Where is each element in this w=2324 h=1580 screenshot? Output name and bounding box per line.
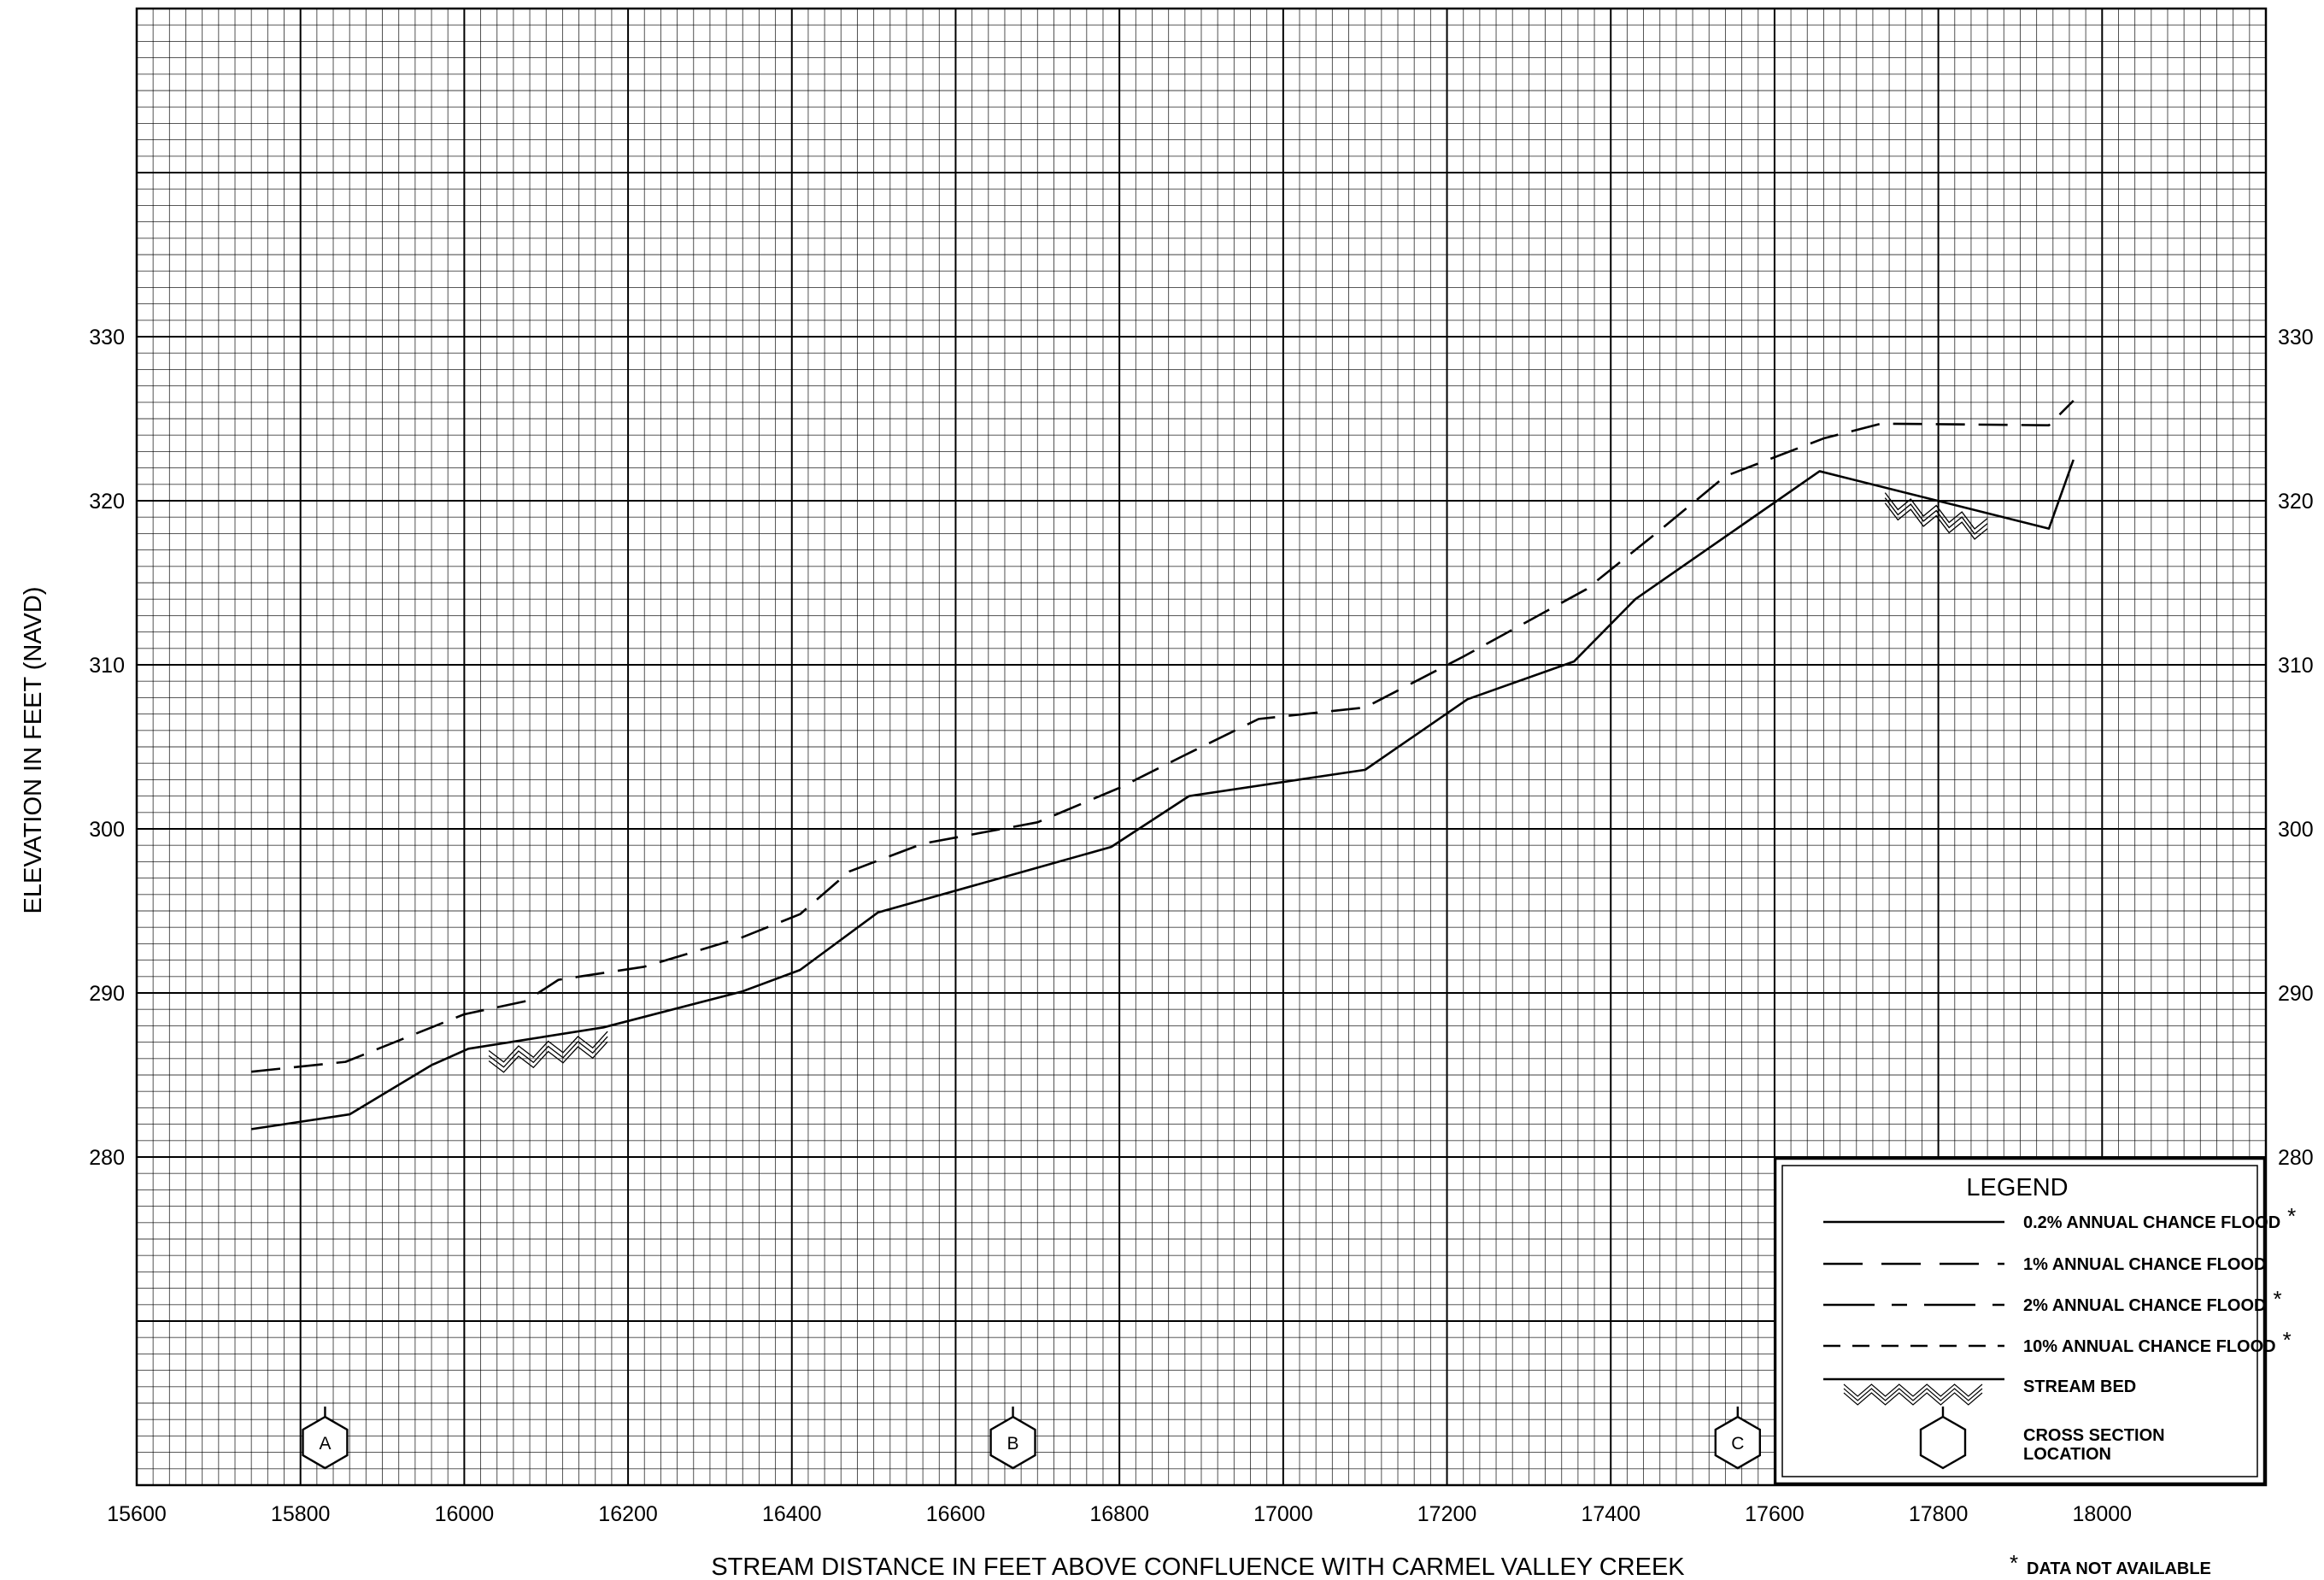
legend-hexagon-icon <box>1919 1415 1967 1470</box>
y-axis-title: ELEVATION IN FEET (NAVD) <box>20 587 47 914</box>
legend-entry-label: 2% ANNUAL CHANCE FLOOD <box>2023 1296 2266 1315</box>
y-tick-label-left: 330 <box>89 326 125 349</box>
x-tick-label: 16600 <box>926 1502 986 1526</box>
y-tick-label-right: 300 <box>2278 818 2314 842</box>
legend-box-outer <box>1774 1157 2266 1485</box>
legend-entry: STREAM BED <box>1823 1377 2136 1406</box>
stream-bed-hatch-stroke <box>488 1041 608 1073</box>
profile-lines <box>250 399 2075 1131</box>
legend-title: LEGEND <box>1966 1174 2068 1201</box>
stream-bed-line <box>250 459 2075 1131</box>
data-note: * DATA NOT AVAILABLE <box>2010 1550 2211 1578</box>
legend-box-inner <box>1781 1165 2258 1477</box>
legend-entry-star: * <box>2287 1203 2296 1229</box>
x-tick-label: 15800 <box>271 1502 331 1526</box>
legend-swatch-hatch <box>1843 1392 1983 1406</box>
cross-section-hexagon-icon <box>989 1415 1036 1470</box>
x-tick-label: 16800 <box>1089 1502 1149 1526</box>
legend-entry-label: 0.2% ANNUAL CHANCE FLOOD <box>2023 1213 2280 1232</box>
x-tick-label: 18000 <box>2073 1502 2133 1526</box>
stream-bed-hatch-stroke <box>488 1036 608 1068</box>
y-tick-label-left: 310 <box>89 654 125 678</box>
cross-section-label: B <box>1007 1434 1019 1454</box>
legend-entry: 0.2% ANNUAL CHANCE FLOOD * <box>1823 1203 2296 1232</box>
legend-entry: 2% ANNUAL CHANCE FLOOD * <box>1823 1286 2282 1315</box>
axis-labels: 15600 15800 16000 16200 16400 16600 16800 17000… <box>89 326 2313 1526</box>
legend-swatch-hatch <box>1843 1388 1983 1401</box>
cross-section-markers: A B C <box>302 1407 1761 1470</box>
legend-entry-star: * <box>2273 1286 2281 1312</box>
x-tick-label: 15600 <box>107 1502 167 1526</box>
cross-section-hexagon-icon <box>302 1415 349 1470</box>
cross-section-marker: B <box>989 1407 1036 1470</box>
note-star: * <box>2010 1550 2018 1576</box>
x-tick-label: 17000 <box>1253 1502 1313 1526</box>
legend-entry-label: 1% ANNUAL CHANCE FLOOD <box>2023 1255 2266 1274</box>
y-tick-label-right: 310 <box>2278 654 2314 678</box>
legend-entry-label: STREAM BED <box>2023 1377 2136 1396</box>
x-tick-label: 17200 <box>1417 1502 1477 1526</box>
y-tick-label-right: 330 <box>2278 326 2314 349</box>
stream-bed-hatch-stroke <box>1884 492 1988 530</box>
cross-section-label: C <box>1731 1434 1744 1454</box>
y-tick-label-left: 320 <box>89 490 125 514</box>
cross-section-label: A <box>319 1434 331 1454</box>
y-tick-label-left: 290 <box>89 982 125 1006</box>
legend: LEGEND 0.2% ANNUAL CHANCE FLOOD * 1% ANNUAL… <box>1774 1157 2296 1485</box>
cross-section-marker: C <box>1714 1407 1761 1470</box>
legend-entry-label: 10% ANNUAL CHANCE FLOOD <box>2023 1337 2276 1356</box>
legend-entry: 10% ANNUAL CHANCE FLOOD * <box>1823 1327 2292 1356</box>
stream-bed-hatch-stroke <box>1884 502 1988 540</box>
y-tick-label-right: 290 <box>2278 982 2314 1006</box>
legend-entry-label: CROSS SECTION <box>2023 1426 2165 1445</box>
stream-bed-hatch-stroke <box>488 1031 608 1063</box>
y-tick-label-left: 300 <box>89 818 125 842</box>
x-tick-label: 16200 <box>598 1502 658 1526</box>
stream-bed-hatch <box>1884 492 1988 540</box>
plot-frame <box>135 7 2268 1487</box>
legend-entry-star: * <box>2283 1327 2292 1353</box>
x-tick-label: 17400 <box>1581 1502 1640 1526</box>
cross-section-hexagon-icon <box>1714 1415 1761 1470</box>
stream-bed-hatch <box>488 1031 608 1073</box>
x-tick-label: 16400 <box>762 1502 822 1526</box>
x-tick-label: 17600 <box>1745 1502 1805 1526</box>
legend-swatch-hatch <box>1843 1383 1983 1397</box>
note-text: DATA NOT AVAILABLE <box>2027 1559 2211 1578</box>
cross-section-marker: A <box>302 1407 349 1470</box>
y-tick-label-left: 280 <box>89 1146 125 1170</box>
x-tick-label: 16000 <box>435 1502 495 1526</box>
y-tick-label-right: 320 <box>2278 490 2314 514</box>
y-tick-label-right: 280 <box>2278 1146 2314 1170</box>
legend-entry: 1% ANNUAL CHANCE FLOOD <box>1823 1255 2266 1274</box>
x-axis-title: STREAM DISTANCE IN FEET ABOVE CONFLUENCE… <box>711 1554 1685 1580</box>
stream-bed-hatch-stroke <box>1884 497 1988 535</box>
x-tick-label: 17800 <box>1909 1502 1969 1526</box>
flood-1pct-line <box>251 399 2075 1073</box>
legend-entry-label: LOCATION <box>2023 1445 2111 1464</box>
